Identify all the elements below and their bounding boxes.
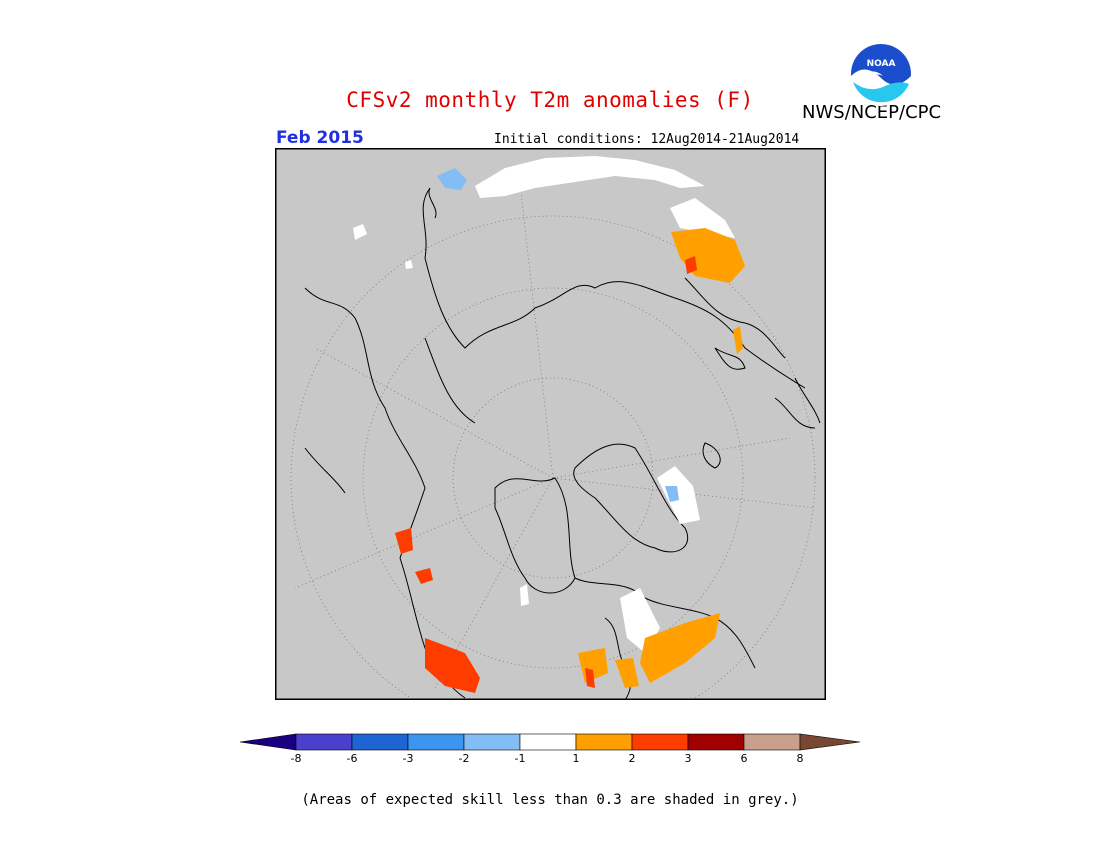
anomaly-east-asia (475, 156, 705, 198)
legend-cell (631, 733, 689, 751)
legend-cell (575, 733, 633, 751)
anomaly-regions (353, 156, 745, 693)
legend-tick-label: -8 (290, 752, 302, 765)
anomaly-europe-neutral (670, 198, 735, 238)
anomaly-alaska-coast (395, 528, 413, 554)
legend-cell (687, 733, 745, 751)
skill-note: (Areas of expected skill less than 0.3 a… (301, 792, 799, 808)
polar-map (275, 148, 826, 700)
legend-tick-label: -6 (346, 752, 358, 765)
legend-tick-label: 1 (572, 752, 580, 765)
legend-tick-label: -2 (458, 752, 470, 765)
legend-tick-label: 3 (684, 752, 692, 765)
legend-tick-label: -3 (402, 752, 414, 765)
anomaly-middle-east (733, 326, 743, 354)
initial-conditions: Initial conditions: 12Aug2014-21Aug2014 (494, 132, 800, 147)
legend-cell (351, 733, 409, 751)
legend-cell (463, 733, 521, 751)
legend-cell (295, 733, 353, 751)
anomaly-kamchatka (437, 168, 467, 190)
anomaly-southwest-asia (640, 613, 720, 683)
anomaly-greenland-neutral (657, 466, 700, 524)
legend-tick-label: 2 (628, 752, 636, 765)
legend-arrow-low (239, 733, 297, 751)
map-frame (275, 148, 826, 700)
legend-cell (407, 733, 465, 751)
anomaly-greenland (665, 486, 679, 502)
anomaly-west-coast (425, 638, 480, 693)
anomaly-arabia-north (578, 648, 608, 683)
anomaly-pacific-island (353, 224, 367, 240)
anomaly-north-africa (685, 256, 697, 274)
legend-cell (519, 733, 577, 751)
anomaly-pacific-dot (405, 260, 413, 269)
anomaly-hudson-bay (520, 584, 529, 606)
legend-tick-label: 8 (796, 752, 804, 765)
coastlines (304, 187, 821, 700)
anomaly-arabia (585, 668, 595, 688)
legend-tick-label: 6 (740, 752, 748, 765)
legend-tick-label: -1 (514, 752, 526, 765)
color-legend (239, 733, 861, 751)
svg-text:NOAA: NOAA (867, 59, 896, 69)
map-title: CFSv2 monthly T2m anomalies (F) (346, 88, 754, 112)
anomaly-central-asia (615, 658, 639, 688)
valid-month: Feb 2015 (276, 128, 364, 148)
legend-cell (743, 733, 801, 751)
agency-label: NWS/NCEP/CPC (802, 102, 942, 123)
noaa-logo: NOAA (851, 44, 911, 106)
anomaly-alaska-panhandle (415, 568, 433, 584)
legend-arrow-high (799, 733, 861, 751)
